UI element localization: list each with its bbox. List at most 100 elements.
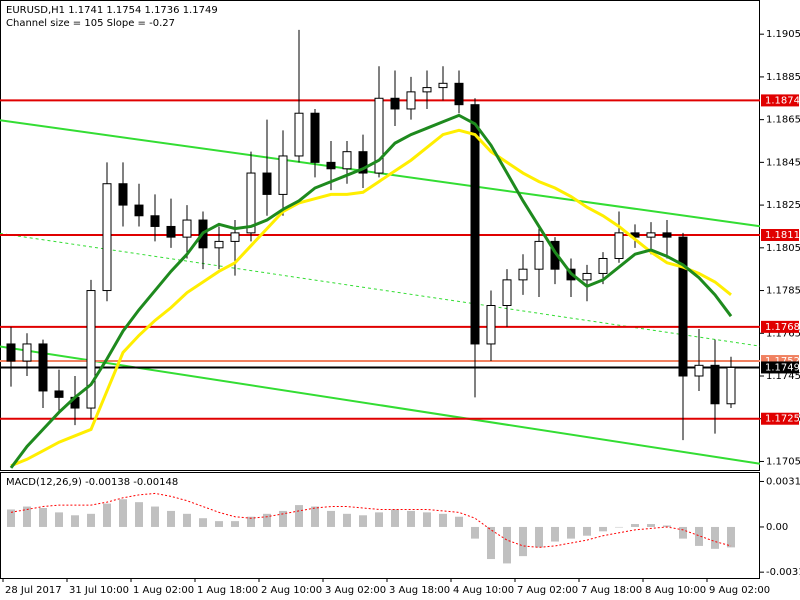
candle-body (294, 112, 304, 157)
macd-bar (327, 510, 335, 527)
macd-bar (503, 526, 511, 564)
y-tick-label: 1.1785 (766, 286, 800, 297)
x-tick-label: 7 Aug 18:00 (581, 585, 642, 596)
x-tick-label: 8 Aug 10:00 (645, 585, 706, 596)
macd-bar (135, 502, 143, 527)
y-tick-label: 0.00312 (766, 476, 800, 487)
macd-bar (103, 503, 111, 527)
plot-layer: 1.1905 1.1885 1.1865 1.1845 1.1825 1.1805 1.17… (0, 29, 800, 596)
candle-body (134, 204, 144, 217)
candle-body (278, 155, 288, 195)
candle-body (214, 240, 224, 249)
candle-body (326, 161, 336, 170)
macd-bar (359, 515, 367, 527)
candle-body (662, 232, 672, 238)
macd-bar (535, 526, 543, 548)
trend-line (0, 232, 761, 347)
x-tick-label: 7 Aug 02:00 (517, 585, 578, 596)
macd-bar (87, 513, 95, 527)
candle-body (38, 343, 48, 392)
y-tick-label: 1.1845 (766, 157, 800, 168)
macd-bar (471, 526, 479, 539)
macd-bar (247, 516, 255, 527)
candle-body (534, 240, 544, 270)
y-tick-label: 1.1825 (766, 200, 800, 211)
macd-bar (663, 525, 671, 527)
x-tick-label: 31 Jul 10:00 (69, 585, 129, 596)
macd-bar (119, 499, 127, 527)
macd-bar (151, 506, 159, 527)
candle-body (422, 87, 432, 93)
candle-body (582, 272, 592, 281)
macd-bar (487, 526, 495, 560)
candle-body (54, 390, 64, 398)
macd-bar (407, 510, 415, 527)
x-tick-label: 2 Aug 10:00 (261, 585, 322, 596)
candle-body (438, 82, 448, 89)
candle-body (150, 215, 160, 227)
macd-title: MACD(12,26,9) -0.00138 -0.00148 (6, 477, 178, 488)
macd-bar (263, 513, 271, 527)
candle-body (710, 364, 720, 405)
macd-bar (727, 526, 735, 548)
candle-body (454, 82, 464, 106)
macd-bar (295, 505, 303, 527)
candle-body (470, 104, 480, 345)
candle-body (342, 151, 352, 170)
candle-body (646, 232, 656, 238)
candle-body (166, 225, 176, 238)
level-box (761, 361, 799, 374)
y-tick-label: 1.1705 (766, 456, 800, 467)
candle-body (118, 183, 128, 206)
level-box (761, 320, 799, 333)
level-box (761, 412, 799, 425)
macd-bar (711, 526, 719, 549)
macd-bar (567, 526, 575, 539)
candle-body (182, 219, 192, 238)
macd-bar (167, 510, 175, 527)
y-tick-label: 1.1805 (766, 243, 800, 254)
y-tick-label: 0.00 (766, 522, 788, 533)
x-tick-label: 1 Aug 18:00 (197, 585, 258, 596)
level-label: 1.1749 (765, 362, 800, 373)
x-tick-label: 3 Aug 18:00 (389, 585, 450, 596)
candle-body (390, 97, 400, 110)
macd-bar (599, 526, 607, 532)
macd-bar (279, 510, 287, 527)
y-tick-label: 1.1905 (766, 29, 800, 40)
macd-bar (311, 506, 319, 527)
macd-bar (375, 512, 383, 527)
macd-bar (183, 513, 191, 527)
macd-bar (679, 526, 687, 539)
level-label: 1.1725 (765, 414, 800, 425)
macd-panel-frame (0, 472, 760, 579)
y-tick-label: 1.1765 (766, 328, 800, 339)
x-tick-label: 1 Aug 02:00 (133, 585, 194, 596)
candle-body (230, 232, 240, 242)
x-tick-label: 4 Aug 10:00 (453, 585, 514, 596)
candle-body (358, 151, 368, 174)
macd-bar (647, 524, 655, 527)
macd-bar (615, 526, 623, 528)
level-label: 1.1768 (765, 322, 800, 333)
candle-body (502, 279, 512, 307)
candle-body (614, 232, 624, 259)
level-box (761, 229, 799, 241)
x-tick-label: 3 Aug 02:00 (325, 585, 386, 596)
candle-body (406, 91, 416, 110)
moving-average (9, 113, 733, 469)
macd-bar (631, 524, 639, 527)
macd-bar (215, 521, 223, 527)
y-tick-label: 1.1885 (766, 72, 800, 83)
candle-body (6, 343, 16, 362)
candle-body (486, 305, 496, 345)
moving-average (10, 128, 732, 468)
macd-bar (455, 516, 463, 527)
level-box (761, 94, 799, 107)
level-label: 1.1874 (765, 95, 800, 106)
x-tick-label: 9 Aug 02:00 (709, 585, 770, 596)
macd-bar (695, 526, 703, 546)
macd-bar (583, 526, 591, 536)
candle-body (726, 366, 736, 405)
